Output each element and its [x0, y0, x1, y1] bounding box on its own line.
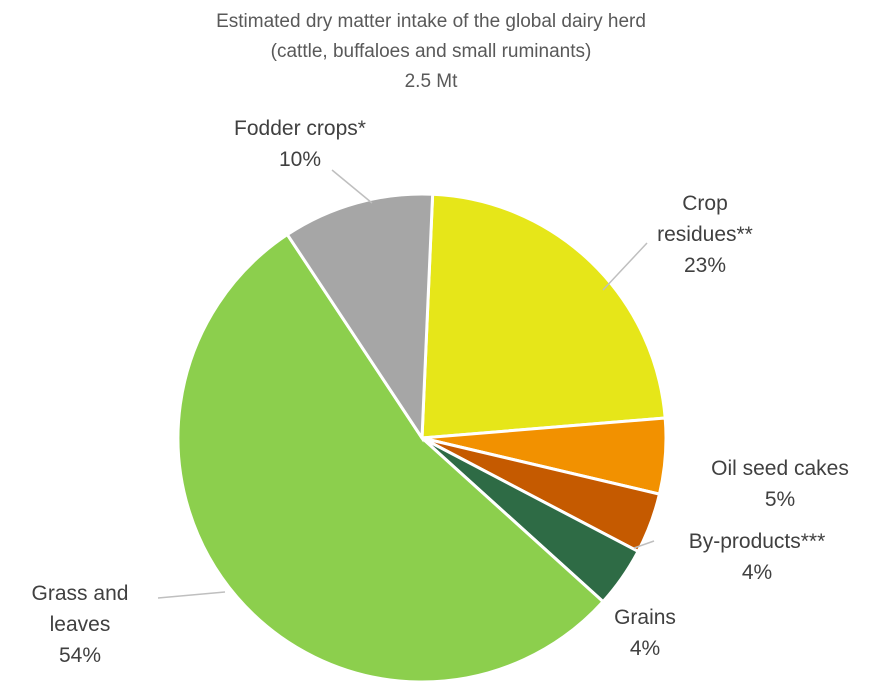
- pie-slice-fodder: [285, 192, 435, 443]
- leader-lines: [157, 169, 655, 599]
- chart-title-line-1: Estimated dry matter intake of the globa…: [216, 11, 646, 32]
- pie-slices: [176, 192, 668, 684]
- leader-line-fodder: [331, 169, 373, 204]
- chart-title: Estimated dry matter intake of the globa…: [216, 11, 646, 92]
- slice-pct-oil: 5%: [765, 488, 795, 511]
- slice-label-fodder-line-1: Fodder crops*: [234, 117, 366, 140]
- slice-label-grains-line-1: Grains: [614, 606, 676, 629]
- slice-label-crop-line-1: Crop: [682, 192, 728, 215]
- slice-pct-grass: 54%: [59, 644, 101, 667]
- slice-label-oil-line-1: Oil seed cakes: [711, 457, 849, 480]
- slice-pct-byp: 4%: [742, 561, 772, 584]
- leader-line-byp: [633, 540, 655, 549]
- slice-label-grass-line-2: leaves: [50, 613, 111, 636]
- slice-label-crop-line-2: residues**: [657, 223, 753, 246]
- slice-pct-crop: 23%: [684, 254, 726, 277]
- slice-label-grass-line-1: Grass and: [32, 582, 129, 605]
- pie-slice-crop: [420, 192, 667, 440]
- slice-label-byp-line-1: By-products***: [689, 530, 826, 553]
- slice-pct-fodder: 10%: [279, 148, 321, 171]
- leader-line-crop: [602, 242, 648, 291]
- leader-line-grass: [157, 591, 226, 599]
- slice-labels: Crop residues** 23% Oil seed cakes 5% By-prod…: [32, 117, 849, 667]
- chart-title-line-2: (cattle, buffaloes and small ruminants): [271, 41, 592, 62]
- chart-title-line-3: 2.5 Mt: [405, 71, 459, 92]
- slice-pct-grains: 4%: [630, 637, 660, 660]
- pie-slice-grass: [176, 232, 606, 684]
